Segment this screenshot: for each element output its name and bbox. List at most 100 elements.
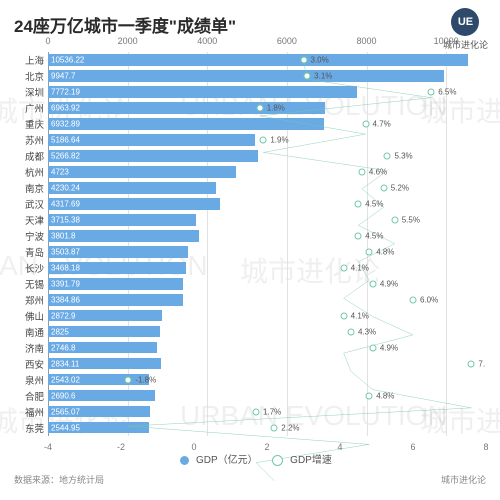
city-label: 泉州 — [25, 373, 44, 387]
gdp-value-label: 2834.11 — [51, 359, 79, 368]
city-row: 西安2834.11 — [48, 356, 486, 372]
gdp-bar: 3391.79 — [48, 278, 183, 290]
gdp-tick: 4000 — [197, 36, 217, 46]
growth-point — [410, 297, 417, 304]
gdp-value-label: 2872.9 — [51, 311, 75, 320]
gdp-bar: 2746.8 — [48, 342, 157, 354]
chart-container: 城市进化论URBAN EVOLUTION城市进化论URBAN EVOLUTION… — [0, 0, 500, 500]
growth-label: 4.3% — [358, 328, 376, 337]
growth-point — [369, 281, 376, 288]
gdp-bar: 2565.07 — [48, 406, 150, 418]
city-label: 长沙 — [25, 261, 44, 275]
growth-point — [347, 329, 354, 336]
growth-label: 7. — [478, 360, 485, 369]
growth-label: 5.3% — [394, 152, 412, 161]
city-label: 青岛 — [25, 245, 44, 259]
growth-label: 4.7% — [373, 120, 391, 129]
city-label: 济南 — [25, 341, 44, 355]
gdp-bar: 2872.9 — [48, 310, 162, 322]
growth-point — [391, 217, 398, 224]
city-label: 郑州 — [25, 293, 44, 307]
city-label: 天津 — [25, 213, 44, 227]
gdp-bar: 6932.89 — [48, 118, 324, 130]
legend-label-gdp: GDP（亿元） — [196, 455, 258, 466]
city-row: 佛山2872.9 — [48, 308, 486, 324]
gdp-value-label: 2544.95 — [51, 423, 80, 432]
city-label: 南通 — [25, 325, 44, 339]
growth-point — [369, 345, 376, 352]
plot-area: 0200040006000800010000-4-202468 上海10536.… — [48, 52, 486, 436]
growth-label: 3.0% — [311, 56, 329, 65]
city-label: 宁波 — [25, 229, 44, 243]
gdp-bar: 2825 — [48, 326, 160, 338]
growth-label: 4.8% — [376, 392, 394, 401]
gdp-tick: 6000 — [277, 36, 297, 46]
growth-point — [468, 361, 475, 368]
gdp-value-label: 5186.64 — [51, 135, 80, 144]
gdp-value-label: 3715.38 — [51, 215, 80, 224]
gdp-bar: 4723 — [48, 166, 236, 178]
gdp-value-label: 4723 — [51, 167, 69, 176]
city-row: 济南2746.8 — [48, 340, 486, 356]
footer-brand: 城市进化论 — [441, 473, 486, 486]
gdp-bar: 5186.64 — [48, 134, 255, 146]
gdp-value-label: 3468.18 — [51, 263, 80, 272]
city-label: 东莞 — [25, 421, 44, 435]
growth-point — [428, 89, 435, 96]
growth-label: 5.2% — [391, 184, 409, 193]
gdp-value-label: 2746.8 — [51, 343, 75, 352]
growth-point — [253, 409, 260, 416]
city-row: 天津3715.38 — [48, 212, 486, 228]
gdp-value-label: 3801.8 — [51, 231, 75, 240]
gdp-tick: 2000 — [118, 36, 138, 46]
city-label: 重庆 — [25, 117, 44, 131]
growth-point — [366, 393, 373, 400]
growth-point — [384, 153, 391, 160]
growth-label: 1.9% — [270, 136, 288, 145]
growth-label: 1.8% — [267, 104, 285, 113]
city-row: 南通2825 — [48, 324, 486, 340]
gdp-bar: 2543.02 — [48, 374, 149, 386]
gdp-value-label: 4230.24 — [51, 183, 80, 192]
data-source: 数据来源：地方统计局 — [14, 473, 104, 486]
city-label: 西安 — [25, 357, 44, 371]
gdp-value-label: 9947.7 — [51, 71, 75, 80]
city-row: 武汉4317.69 — [48, 196, 486, 212]
growth-label: 4.5% — [365, 200, 383, 209]
city-label: 佛山 — [25, 309, 44, 323]
gdp-bar: 9947.7 — [48, 70, 444, 82]
legend-swatch-gdp — [180, 456, 189, 465]
city-row: 青岛3503.87 — [48, 244, 486, 260]
growth-label: 4.5% — [365, 232, 383, 241]
growth-point — [380, 185, 387, 192]
growth-label: 2.2% — [281, 424, 299, 433]
city-row: 杭州4723 — [48, 164, 486, 180]
gdp-tick: 0 — [45, 36, 50, 46]
city-label: 武汉 — [25, 197, 44, 211]
gdp-bar: 2834.11 — [48, 358, 161, 370]
growth-point — [271, 425, 278, 432]
gdp-value-label: 4317.69 — [51, 199, 80, 208]
growth-point — [300, 57, 307, 64]
city-row: 合肥2690.6 — [48, 388, 486, 404]
city-label: 无锡 — [25, 277, 44, 291]
growth-label: 4.1% — [351, 312, 369, 321]
city-row: 长沙3468.18 — [48, 260, 486, 276]
legend: GDP（亿元） GDP增速 — [0, 451, 500, 466]
gdp-bar: 4230.24 — [48, 182, 216, 194]
gdp-value-label: 2825 — [51, 327, 69, 336]
city-label: 成都 — [25, 149, 44, 163]
city-label: 福州 — [25, 405, 44, 419]
city-label: 杭州 — [25, 165, 44, 179]
growth-label: 4.1% — [351, 264, 369, 273]
growth-label: 4.9% — [380, 344, 398, 353]
gdp-value-label: 3391.79 — [51, 279, 80, 288]
gdp-bar: 3801.8 — [48, 230, 199, 242]
gdp-bar: 3503.87 — [48, 246, 188, 258]
gdp-bar: 4317.69 — [48, 198, 220, 210]
gdp-bar: 2690.6 — [48, 390, 155, 402]
city-label: 合肥 — [25, 389, 44, 403]
gdp-value-label: 5266.82 — [51, 151, 80, 160]
gdp-tick: 8000 — [357, 36, 377, 46]
city-row: 重庆6932.89 — [48, 116, 486, 132]
